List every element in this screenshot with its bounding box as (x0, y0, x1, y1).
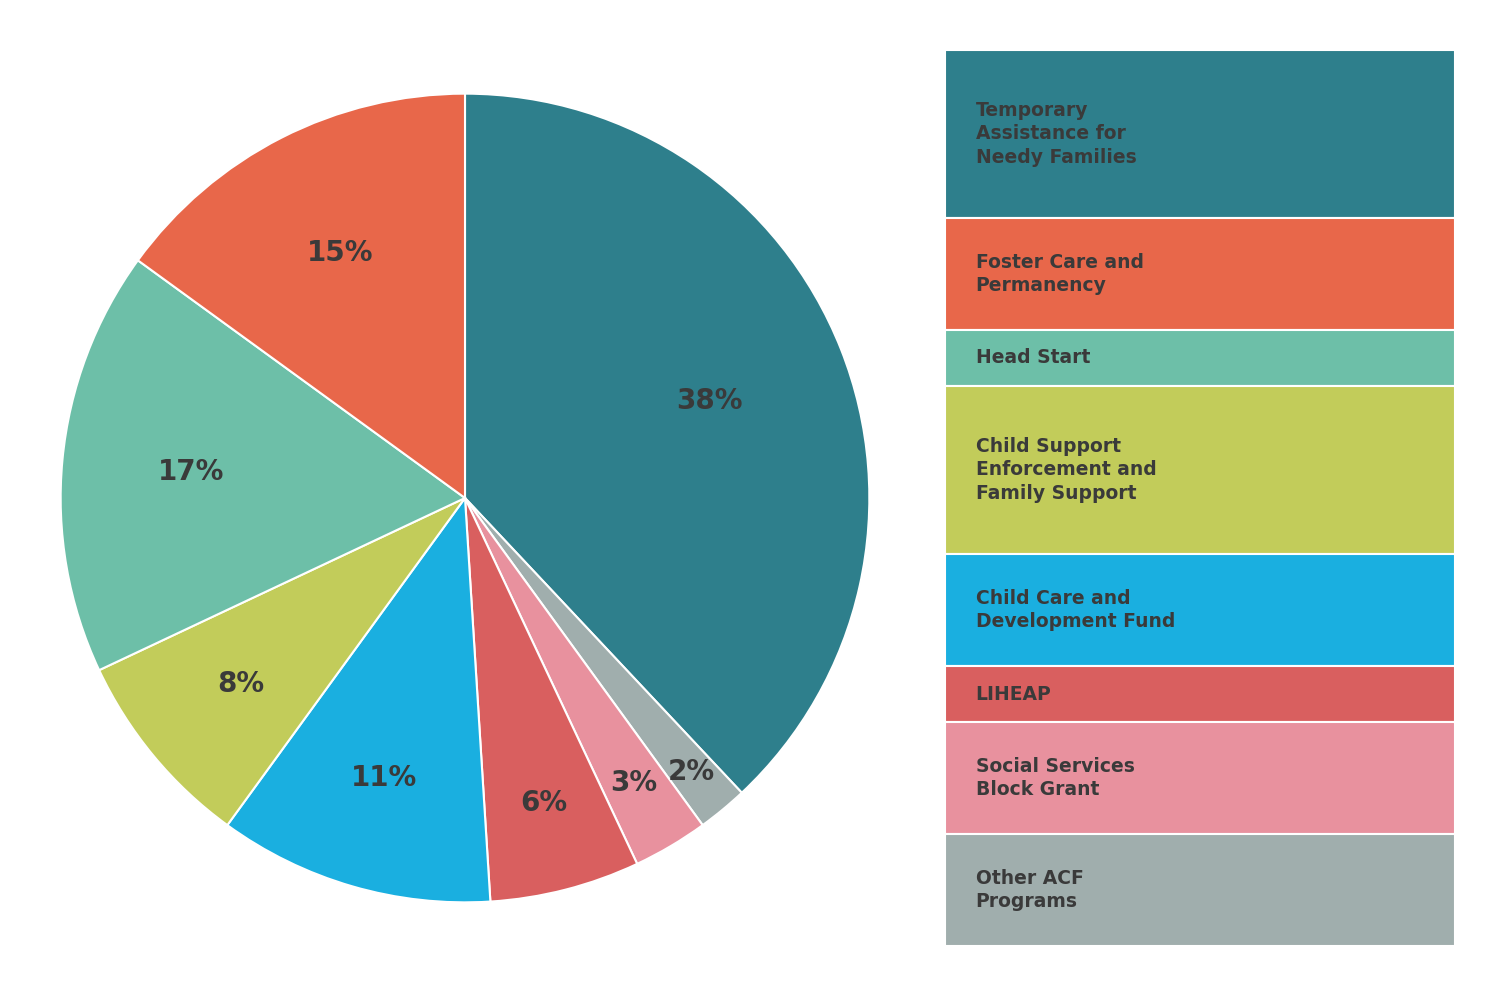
Text: 2%: 2% (668, 758, 716, 786)
Text: 6%: 6% (520, 790, 567, 818)
Text: Child Support
Enforcement and
Family Support: Child Support Enforcement and Family Sup… (975, 437, 1156, 503)
FancyBboxPatch shape (945, 554, 1455, 666)
Text: Temporary
Assistance for
Needy Families: Temporary Assistance for Needy Families (975, 101, 1137, 167)
FancyBboxPatch shape (945, 666, 1455, 722)
FancyBboxPatch shape (945, 50, 1455, 218)
Text: Other ACF
Programs: Other ACF Programs (975, 869, 1083, 911)
Wedge shape (465, 94, 870, 793)
Text: 15%: 15% (308, 239, 374, 267)
Text: LIHEAP: LIHEAP (975, 684, 1052, 703)
Wedge shape (465, 498, 702, 864)
Wedge shape (138, 94, 465, 498)
FancyBboxPatch shape (945, 835, 1455, 946)
FancyBboxPatch shape (945, 722, 1455, 835)
FancyBboxPatch shape (945, 386, 1455, 554)
Wedge shape (60, 260, 465, 670)
Wedge shape (465, 498, 742, 825)
Text: Head Start: Head Start (975, 349, 1090, 368)
Text: Child Care and
Development Fund: Child Care and Development Fund (975, 589, 1174, 631)
Text: 17%: 17% (158, 458, 225, 486)
Text: 38%: 38% (676, 387, 742, 415)
FancyBboxPatch shape (945, 330, 1455, 386)
FancyBboxPatch shape (945, 218, 1455, 330)
Wedge shape (228, 498, 490, 902)
Text: Social Services
Block Grant: Social Services Block Grant (975, 757, 1134, 800)
Text: Foster Care and
Permanency: Foster Care and Permanency (975, 253, 1143, 295)
Wedge shape (465, 498, 638, 901)
Text: 3%: 3% (610, 769, 657, 798)
Wedge shape (99, 498, 465, 825)
Text: 11%: 11% (351, 764, 417, 792)
Text: 8%: 8% (217, 669, 264, 697)
